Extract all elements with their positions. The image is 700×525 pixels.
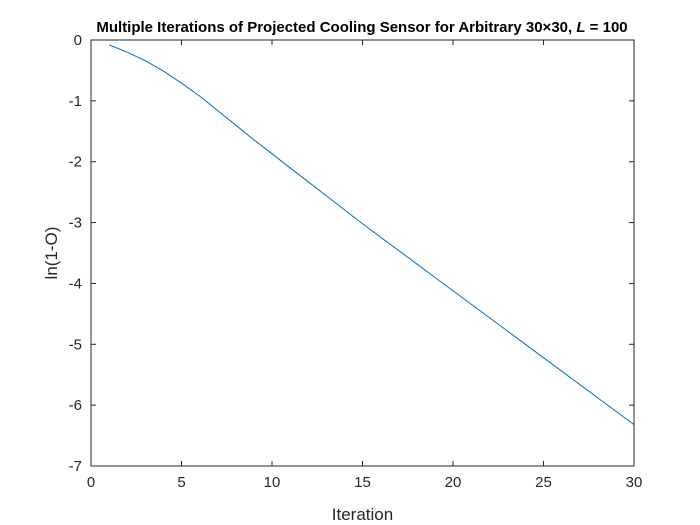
y-tick-label: -3	[69, 215, 82, 232]
series-layer	[108, 44, 635, 426]
x-tick-label: 5	[177, 474, 185, 491]
chart-title-suffix: = 100	[586, 19, 628, 36]
y-tick-label: -7	[69, 458, 82, 475]
x-tick-label: 10	[264, 474, 281, 491]
y-tick-label: -1	[69, 93, 82, 110]
y-tick-label: -5	[69, 336, 82, 353]
axes-box	[90, 39, 635, 467]
chart-title-times: ×	[543, 19, 552, 36]
x-tick-label: 15	[354, 474, 371, 491]
chart-title-mid: 30,	[551, 19, 576, 36]
series-line	[108, 44, 635, 426]
plot-area	[91, 40, 634, 466]
y-tick-label: -6	[69, 397, 82, 414]
y-tick-label: -2	[69, 154, 82, 171]
tick-labels: 0 5 10 15 20 25 30 0 -1 -2 -3 -4 -5 -6 -7	[69, 32, 643, 491]
chart-title: Multiple Iterations of Projected Cooling…	[96, 19, 627, 36]
x-tick-label: 0	[87, 474, 95, 491]
y-tick-label: 0	[74, 32, 82, 49]
chart-title-prefix: Multiple Iterations of Projected Cooling…	[96, 19, 542, 36]
chart-title-variable: L	[576, 19, 585, 36]
y-tick-label: -4	[69, 275, 82, 292]
x-axis-label: Iteration	[332, 505, 393, 524]
y-axis-label: ln(1-O)	[42, 227, 61, 280]
x-tick-label: 20	[445, 474, 462, 491]
x-tick-label: 25	[535, 474, 552, 491]
x-tick-label: 30	[626, 474, 643, 491]
